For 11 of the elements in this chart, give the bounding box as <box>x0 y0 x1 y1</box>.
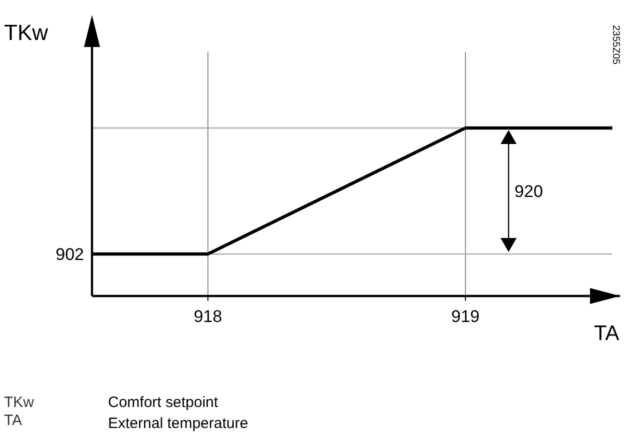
text: 902 <box>56 244 84 264</box>
text: Comfort setpoint <box>108 394 219 411</box>
x-axis-title: TA <box>594 322 620 345</box>
text: TKw <box>4 394 34 411</box>
text: 2355Z05 <box>610 25 621 65</box>
y-axis-title: TKw <box>4 20 48 45</box>
text: TA <box>4 412 22 429</box>
x-tick-label: 919 <box>451 307 480 326</box>
annotation: 920 <box>514 182 543 201</box>
x-tick-label: 918 <box>194 307 222 326</box>
text: External temperature <box>108 415 248 432</box>
